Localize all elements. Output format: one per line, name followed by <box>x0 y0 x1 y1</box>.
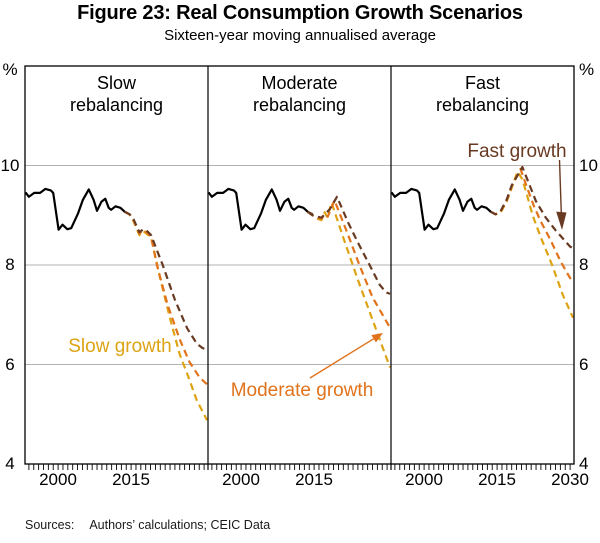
history-line-panel-1 <box>208 187 314 231</box>
fast-growth-arrowhead <box>556 211 567 230</box>
panel-label-slow-rebalancing: Slow rebalancing <box>69 73 164 115</box>
sources-text: Authors’ calculations; CEIC Data <box>89 518 271 532</box>
orange-scenario-line-panel-2 <box>490 167 574 284</box>
panel-series-group-1 <box>208 187 391 368</box>
y-tick-label-right-4: 4 <box>579 454 589 473</box>
orange-scenario-line-panel-0 <box>124 210 208 386</box>
history-line-panel-2 <box>391 187 497 231</box>
x-tick-label-2000-panel-2: 2000 <box>405 470 443 489</box>
panel-series-group-0 <box>25 187 208 421</box>
moderate-growth-arrow-line <box>309 338 374 379</box>
y-axis-unit-left: % <box>2 60 18 79</box>
sources-note: Sources: Authors’ calculations; CEIC Data <box>25 518 270 532</box>
y-tick-label-left-8: 8 <box>5 255 15 274</box>
fast-growth-series-label: Fast growth <box>467 141 567 162</box>
gold-scenario-line-panel-2 <box>490 170 574 319</box>
y-tick-label-right-8: 8 <box>579 255 589 274</box>
y-tick-label-left-6: 6 <box>5 355 15 374</box>
y-tick-label-right-6: 6 <box>579 355 589 374</box>
x-tick-label-2000-panel-0: 2000 <box>39 470 77 489</box>
plot-frame <box>24 65 575 465</box>
y-tick-label-left-10: 10 <box>0 156 20 175</box>
x-tick-label-2030-panel-2: 2030 <box>551 470 589 489</box>
chart-title: Figure 23: Real Consumption Growth Scena… <box>77 2 523 24</box>
y-tick-label-right-10: 10 <box>579 156 598 175</box>
orange-scenario-line-panel-1 <box>307 199 391 329</box>
panel-series-group-2 <box>391 165 574 319</box>
sources-label: Sources: <box>25 518 75 532</box>
gold-scenario-line-panel-0 <box>124 210 208 421</box>
y-tick-label-left-4: 4 <box>5 454 15 473</box>
history-line-panel-0 <box>25 187 131 231</box>
panel-label-moderate-rebalancing: Moderate rebalancing <box>252 73 347 115</box>
x-tick-label-2015-panel-2: 2015 <box>478 470 516 489</box>
panel-label-fast-rebalancing: Fast rebalancing <box>435 73 530 115</box>
gold-scenario-line-panel-1 <box>307 201 391 368</box>
brown-scenario-line-panel-1 <box>307 195 391 295</box>
y-axis-unit-right: % <box>579 60 595 79</box>
x-tick-label-2000-panel-1: 2000 <box>222 470 260 489</box>
fast-growth-arrow-line <box>558 159 562 214</box>
moderate-growth-arrowhead <box>371 333 383 343</box>
slow-growth-series-label: Slow growth <box>68 336 172 357</box>
moderate-growth-series-label: Moderate growth <box>230 380 374 401</box>
chart-subtitle: Sixteen-year moving annualised average <box>164 27 436 44</box>
brown-scenario-line-panel-0 <box>124 210 208 351</box>
x-tick-label-2015-panel-1: 2015 <box>295 470 333 489</box>
x-tick-label-2015-panel-0: 2015 <box>112 470 150 489</box>
